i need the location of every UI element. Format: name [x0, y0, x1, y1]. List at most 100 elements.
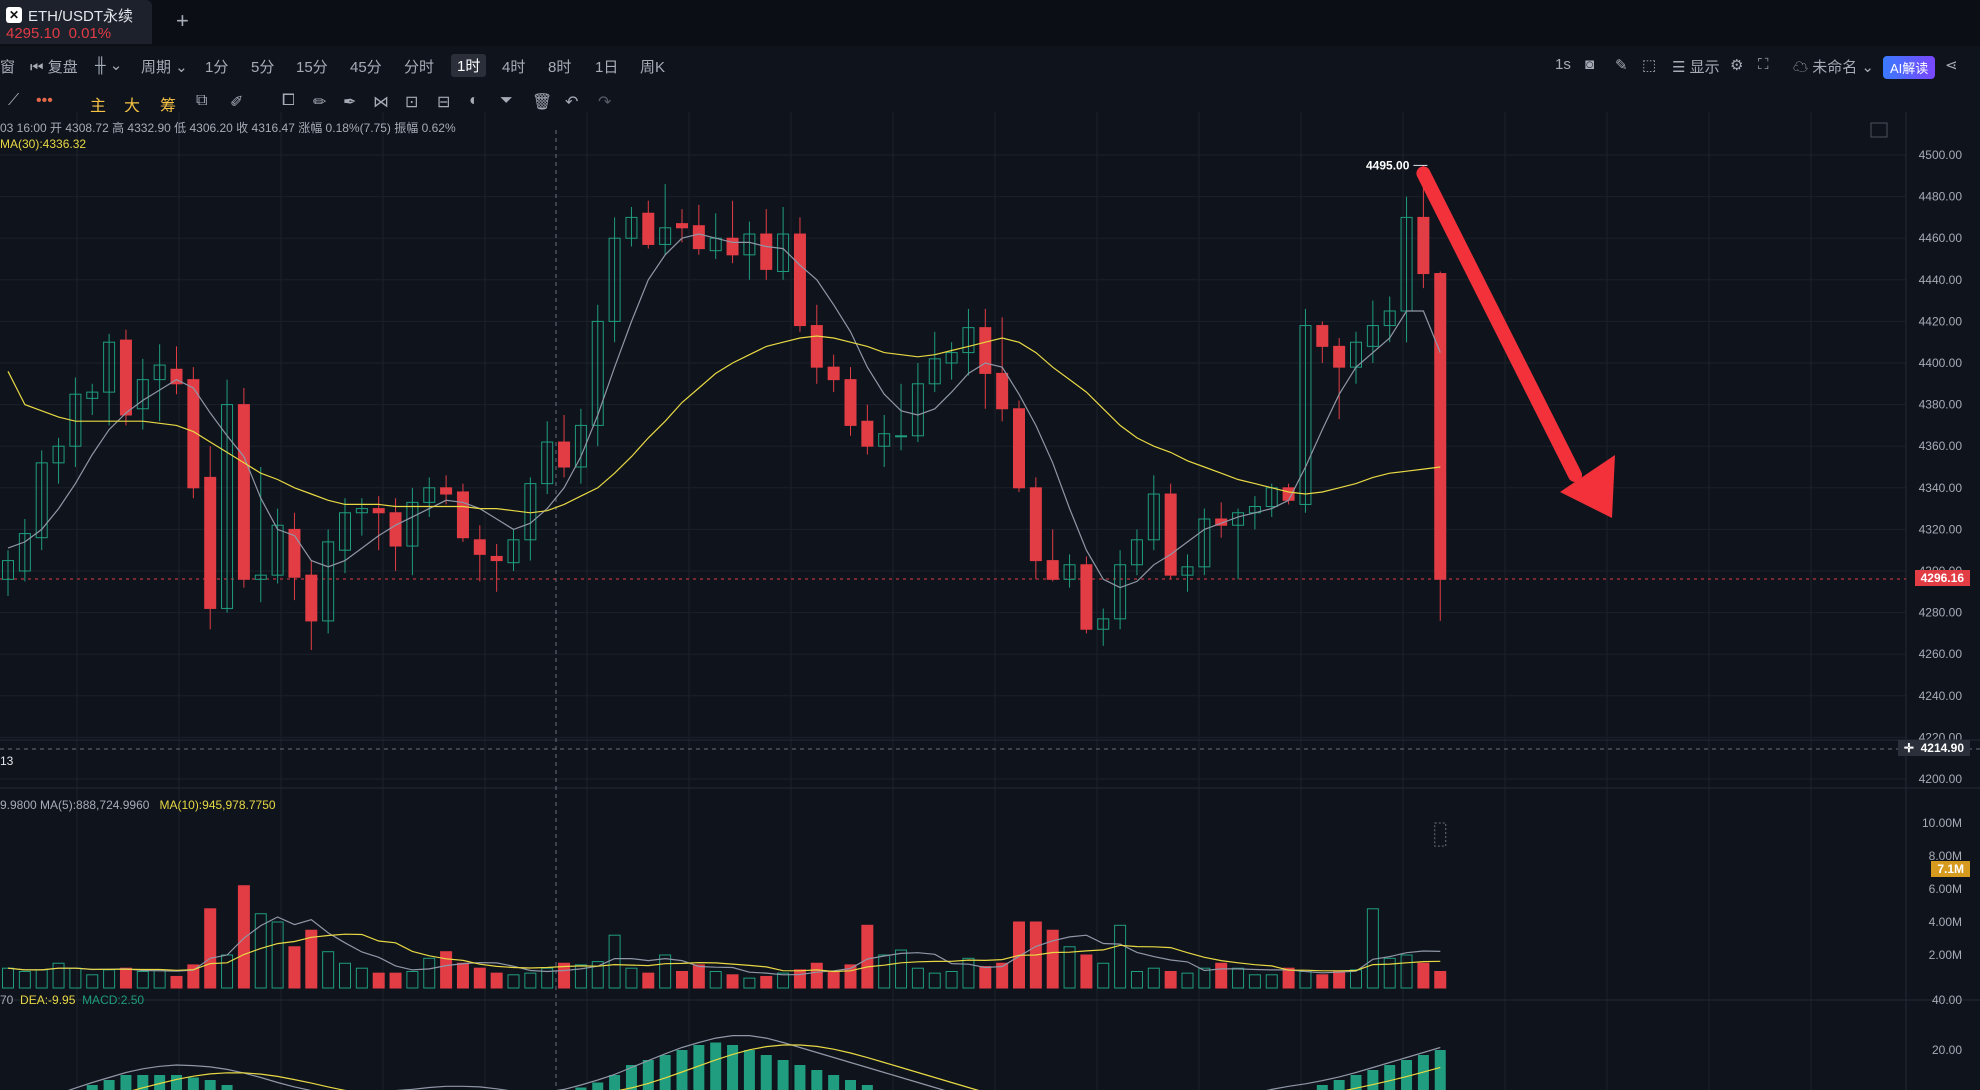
candle-body	[1147, 493, 1160, 541]
candle-body	[844, 379, 857, 426]
interval-timeshare[interactable]: 分时	[404, 59, 435, 76]
marker-icon[interactable]: ✒	[343, 94, 357, 111]
macd-histogram-bar	[1333, 1080, 1345, 1090]
price-tick-label: 4320.00	[1919, 522, 1963, 536]
chart-type-icon: ╫	[95, 57, 106, 74]
interval-1m[interactable]: 1分	[205, 59, 229, 76]
magnet-icon[interactable]: ◐	[469, 92, 479, 109]
display-button[interactable]: ☰ 显示	[1672, 59, 1720, 76]
chip-button[interactable]: 筹	[160, 98, 177, 115]
volume-bar	[962, 957, 975, 989]
candle-body	[1215, 518, 1228, 526]
volume-bar	[119, 967, 132, 989]
volume-bar	[1114, 924, 1127, 989]
macd-histogram-bar	[1350, 1075, 1362, 1090]
redo-icon[interactable]: ↷	[598, 94, 612, 111]
macd-histogram-bar	[794, 1065, 806, 1090]
volume-bar	[1366, 908, 1379, 989]
candle-body	[170, 368, 183, 385]
candle-body	[608, 237, 621, 322]
large-order-button[interactable]: 大	[124, 98, 141, 115]
line-tool-icon[interactable]: ⟋	[8, 92, 20, 109]
price-tick-label: 4200.00	[1919, 772, 1963, 786]
pattern-icon[interactable]: ⋈	[373, 94, 389, 111]
share-icon[interactable]: ⋖	[1945, 57, 1958, 74]
undo-icon[interactable]: ↶	[565, 94, 579, 111]
annotate-icon[interactable]: ⧉	[196, 92, 208, 109]
candle-body	[1013, 408, 1025, 489]
interval-8h[interactable]: 8时	[548, 59, 572, 76]
candle-body	[625, 216, 638, 239]
macd-histogram-bar	[1434, 1050, 1446, 1090]
candle-body	[1282, 487, 1295, 501]
macd-histogram-bar	[642, 1060, 654, 1090]
price-tick-label: 4420.00	[1919, 314, 1963, 328]
interval-4h[interactable]: 4时	[502, 59, 526, 76]
copy-icon[interactable]: ⧠	[282, 92, 295, 109]
brush-icon[interactable]: ✐	[230, 94, 244, 111]
interval-1h[interactable]: 1时	[451, 54, 487, 77]
frame-icon[interactable]: ⬚	[1642, 57, 1657, 74]
replay-button[interactable]: ⏮ 复盘	[30, 59, 78, 76]
price-tick-label: 4460.00	[1919, 231, 1963, 245]
settings-icon[interactable]: ⚙	[1730, 57, 1744, 74]
volume-bar	[1130, 971, 1143, 989]
pencil-icon[interactable]: ✏	[313, 94, 327, 111]
candle-body	[1029, 487, 1042, 562]
window-button[interactable]: 窗	[0, 59, 16, 76]
volume-bar	[456, 962, 469, 989]
macd-histogram-bar	[86, 1085, 98, 1090]
volume-bar	[1198, 967, 1211, 989]
refresh-interval[interactable]: 1s	[1555, 56, 1571, 73]
candle-body	[1080, 564, 1093, 630]
price-tick-label: 4440.00	[1919, 273, 1963, 287]
candle-body	[221, 404, 234, 609]
layout-name-button[interactable]: ☁ 未命名 ⌄	[1793, 59, 1874, 76]
ai-interpret-button[interactable]: AI解读	[1883, 56, 1936, 79]
candle-body	[793, 233, 806, 327]
add-tab-icon[interactable]: +	[176, 8, 189, 33]
camera-icon[interactable]: ◙	[1585, 56, 1595, 73]
volume-bar	[676, 971, 688, 989]
volume-bar	[1333, 971, 1346, 989]
color-tool-icon[interactable]: •••	[36, 92, 53, 109]
interval-1d[interactable]: 1日	[595, 59, 619, 76]
volume-bar	[1350, 969, 1362, 989]
price-tick-label: 4380.00	[1919, 398, 1963, 412]
interval-5m[interactable]: 5分	[251, 59, 275, 76]
interval-15m[interactable]: 15分	[296, 59, 328, 76]
chart-type-button[interactable]: ╫ ⌄	[95, 57, 123, 74]
candle-body	[204, 476, 217, 609]
candle-body	[1046, 560, 1059, 580]
candle-body	[945, 352, 958, 364]
candle-body	[1366, 325, 1379, 347]
filter-icon[interactable]: ⏷	[500, 92, 513, 109]
volume-ma10-line	[7, 933, 1441, 973]
volume-bar	[170, 975, 183, 989]
lock-icon[interactable]: ⊡	[405, 94, 419, 111]
volume-tick-label: 8.00M	[1929, 849, 1962, 863]
edit-icon[interactable]: ✎	[1615, 57, 1628, 74]
trash-icon[interactable]: 🗑	[532, 94, 553, 111]
volume-bar	[423, 957, 436, 989]
volume-bar	[1400, 954, 1413, 989]
volume-bar	[1097, 962, 1110, 989]
period-button[interactable]: 周期 ⌄	[141, 59, 188, 76]
candle-body	[1198, 518, 1211, 568]
candle-body	[861, 420, 874, 447]
macd-histogram-bar	[1367, 1070, 1379, 1090]
main-indicator-button[interactable]: 主	[90, 98, 107, 115]
macd-histogram-bar	[710, 1042, 722, 1090]
price-tick-label: 4280.00	[1919, 606, 1963, 620]
volume-bar	[322, 951, 335, 989]
symbol-tab[interactable]: ✕ ETH/USDT永续 4295.10 0.01%	[0, 0, 152, 44]
volume-bar	[2, 967, 14, 989]
interval-week[interactable]: 周K	[640, 59, 666, 76]
volume-bar	[389, 972, 402, 989]
volume-bar	[996, 962, 1009, 989]
interval-45m[interactable]: 45分	[350, 59, 382, 76]
volume-ma5-line	[7, 916, 1441, 976]
fullscreen-icon[interactable]: ⛶	[1758, 56, 1769, 73]
note-icon[interactable]: ⊟	[437, 94, 451, 111]
